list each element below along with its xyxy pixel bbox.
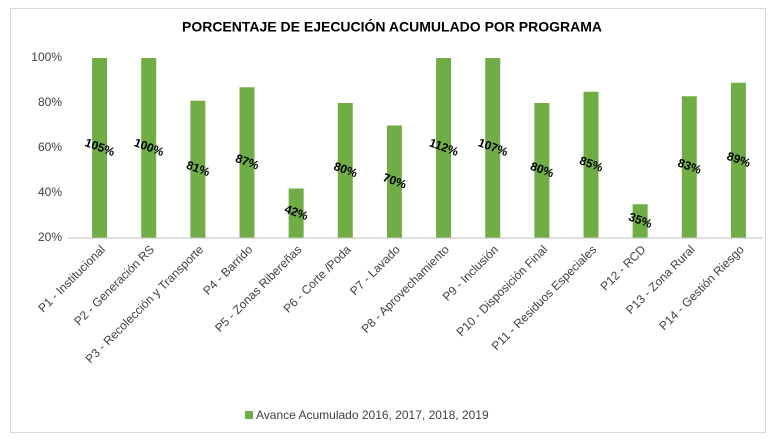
bar: [485, 58, 501, 238]
bar: [681, 96, 697, 238]
bar: [730, 82, 746, 238]
y-tick-label: 100%: [31, 50, 62, 64]
y-tick-label: 80%: [38, 95, 62, 109]
y-tick-label: 40%: [38, 185, 62, 199]
y-tick-label: 20%: [38, 230, 62, 244]
bar: [436, 58, 452, 238]
bar: [190, 100, 206, 238]
bar: [92, 58, 108, 238]
y-tick-label: 60%: [38, 140, 62, 154]
bar: [583, 91, 599, 238]
bar: [288, 188, 304, 238]
plot-area: [92, 58, 746, 238]
bar: [239, 87, 255, 238]
bar: [632, 204, 648, 238]
bar: [386, 125, 402, 238]
legend-label: Avance Acumulado 2016, 2017, 2018, 2019: [256, 408, 489, 422]
chart-title: PORCENTAJE DE EJECUCIÓN ACUMULADO POR PR…: [182, 18, 602, 35]
legend-swatch: [245, 411, 253, 419]
bar: [337, 103, 353, 238]
bar: [141, 58, 157, 238]
bar: [534, 103, 550, 238]
